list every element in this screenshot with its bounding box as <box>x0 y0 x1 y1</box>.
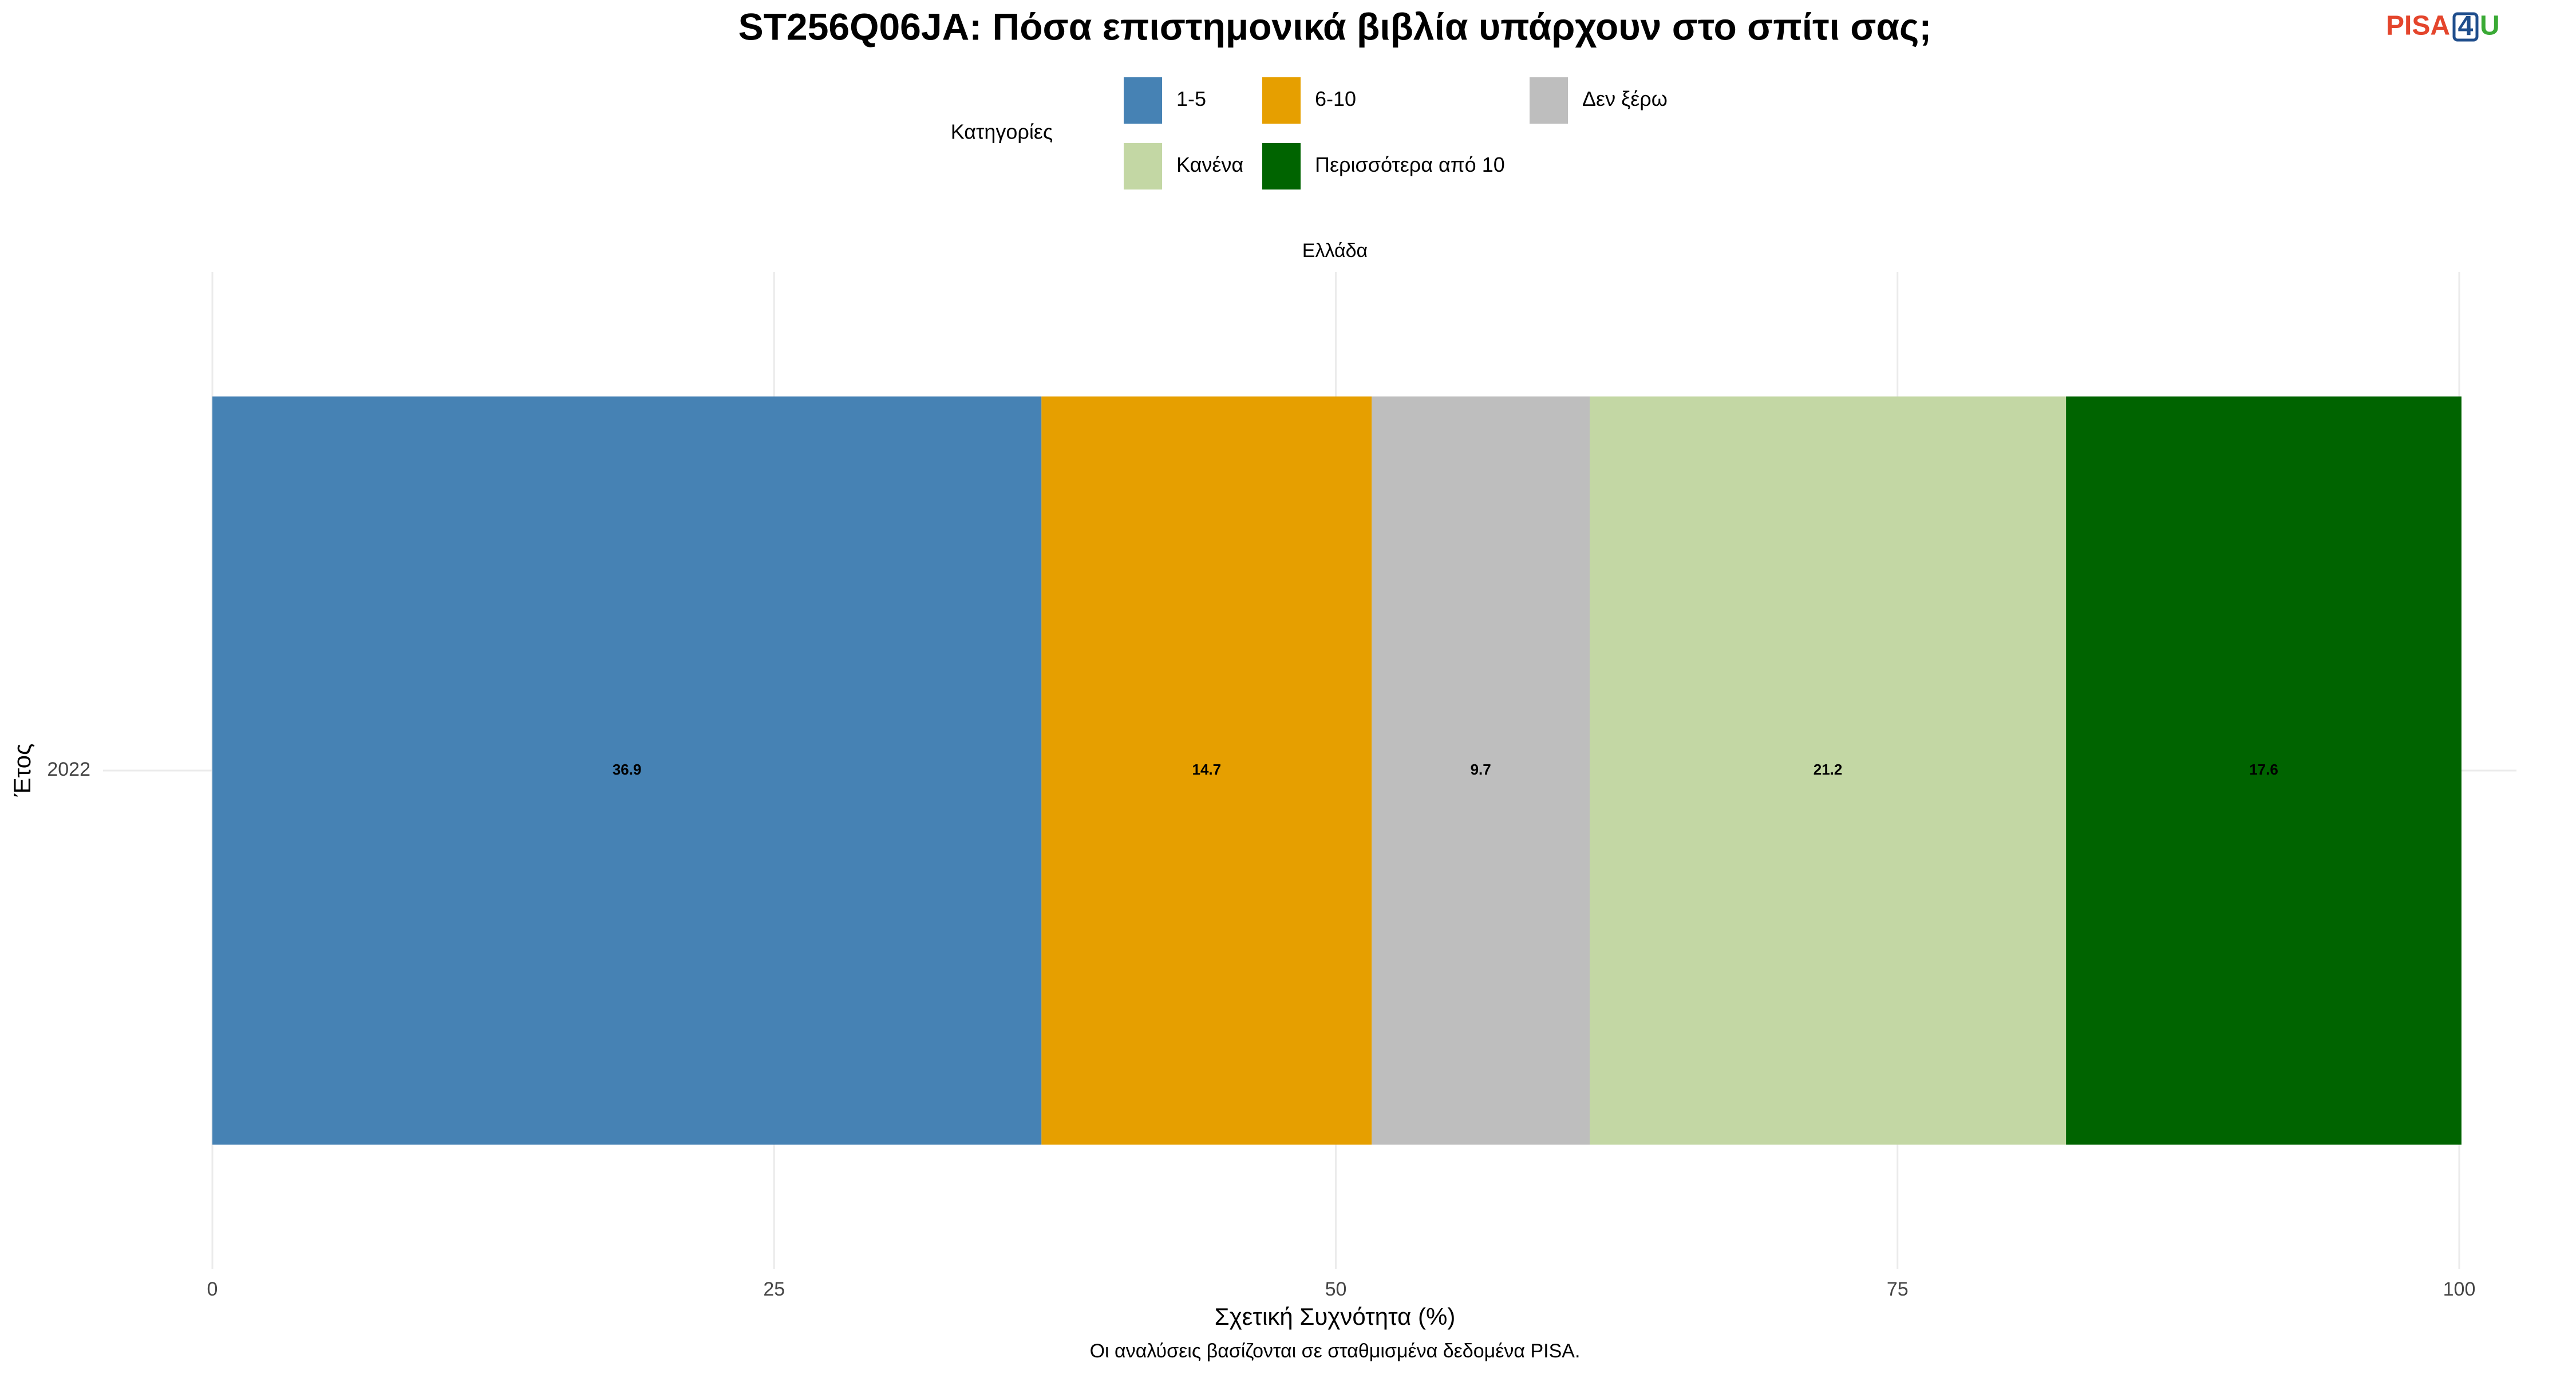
legend-label: Περισσότερα από 10 <box>1315 153 1505 176</box>
x-axis-title: Σχετική Συχνότητα (%) <box>1215 1303 1456 1330</box>
legend-swatch <box>1124 77 1162 124</box>
caption: Οι αναλύσεις βασίζονται σε σταθμισμένα δ… <box>1090 1340 1581 1362</box>
value-label: 36.9 <box>613 761 642 778</box>
y-axis-title: Έτος <box>9 744 35 797</box>
x-tick-label: 0 <box>207 1278 218 1300</box>
value-label: 17.6 <box>2249 761 2278 778</box>
bar-segment <box>1372 396 1590 1145</box>
legend-label: Δεν ξέρω <box>1582 87 1668 110</box>
chart-title: ST256Q06JA: Πόσα επιστημονικά βιβλία υπά… <box>738 5 1932 48</box>
logo-text: PISA <box>2386 11 2450 41</box>
value-label: 9.7 <box>1471 761 1491 778</box>
value-label: 21.2 <box>1814 761 1843 778</box>
bar-segment <box>1041 396 1372 1145</box>
x-tick-label: 50 <box>1325 1278 1347 1300</box>
logo: PISA 4 U <box>2386 11 2500 42</box>
legend-swatch <box>1262 77 1301 124</box>
bar-segment <box>212 396 1042 1145</box>
x-tick-label: 75 <box>1887 1278 1909 1300</box>
legend-swatch <box>1530 77 1568 124</box>
logo-box <box>2452 12 2479 42</box>
x-tick-label: 100 <box>2443 1278 2476 1300</box>
value-label: 14.7 <box>1192 761 1222 778</box>
legend-swatch <box>1262 143 1301 189</box>
bar-segment <box>1590 396 2067 1145</box>
x-tick-label: 25 <box>763 1278 785 1300</box>
legend-label: Κανένα <box>1176 153 1243 176</box>
logo-text: 4 <box>2458 11 2474 42</box>
legend-label: 1-5 <box>1176 87 1206 110</box>
legend-label: 6-10 <box>1315 87 1356 110</box>
y-tick-label: 2022 <box>47 759 90 780</box>
legend-title: Κατηγορίες <box>951 120 1053 144</box>
facet-label: Ελλάδα <box>1302 240 1368 262</box>
bar-segment <box>2066 396 2462 1145</box>
legend-swatch <box>1124 143 1162 189</box>
logo-text: U <box>2480 11 2500 41</box>
